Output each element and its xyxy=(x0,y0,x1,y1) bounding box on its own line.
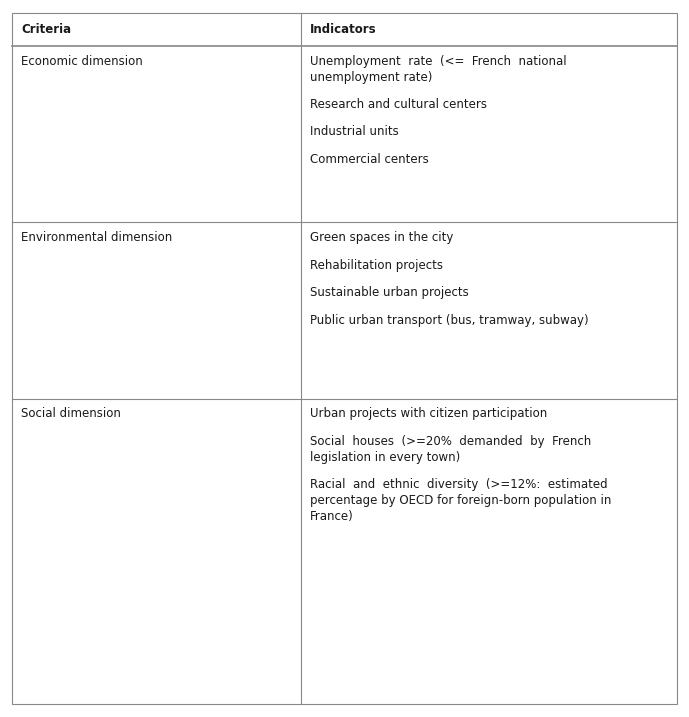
Text: Rehabilitation projects: Rehabilitation projects xyxy=(310,259,443,272)
Text: Economic dimension: Economic dimension xyxy=(21,54,143,67)
Text: Public urban transport (bus, tramway, subway): Public urban transport (bus, tramway, su… xyxy=(310,314,589,327)
Text: Research and cultural centers: Research and cultural centers xyxy=(310,98,487,110)
Text: Racial  and  ethnic  diversity  (>=12%:  estimated
percentage by OECD for foreig: Racial and ethnic diversity (>=12%: esti… xyxy=(310,478,612,523)
Text: Environmental dimension: Environmental dimension xyxy=(21,231,173,244)
Text: Commercial centers: Commercial centers xyxy=(310,153,429,166)
Text: Green spaces in the city: Green spaces in the city xyxy=(310,231,453,244)
Text: Unemployment  rate  (<=  French  national
unemployment rate): Unemployment rate (<= French national un… xyxy=(310,54,567,84)
Text: Urban projects with citizen participation: Urban projects with citizen participatio… xyxy=(310,407,548,420)
Text: Social dimension: Social dimension xyxy=(21,407,121,420)
Text: Industrial units: Industrial units xyxy=(310,125,399,138)
Text: Sustainable urban projects: Sustainable urban projects xyxy=(310,286,469,299)
Text: Criteria: Criteria xyxy=(21,23,72,36)
Text: Indicators: Indicators xyxy=(310,23,377,36)
Text: Social  houses  (>=20%  demanded  by  French
legislation in every town): Social houses (>=20% demanded by French … xyxy=(310,435,592,464)
